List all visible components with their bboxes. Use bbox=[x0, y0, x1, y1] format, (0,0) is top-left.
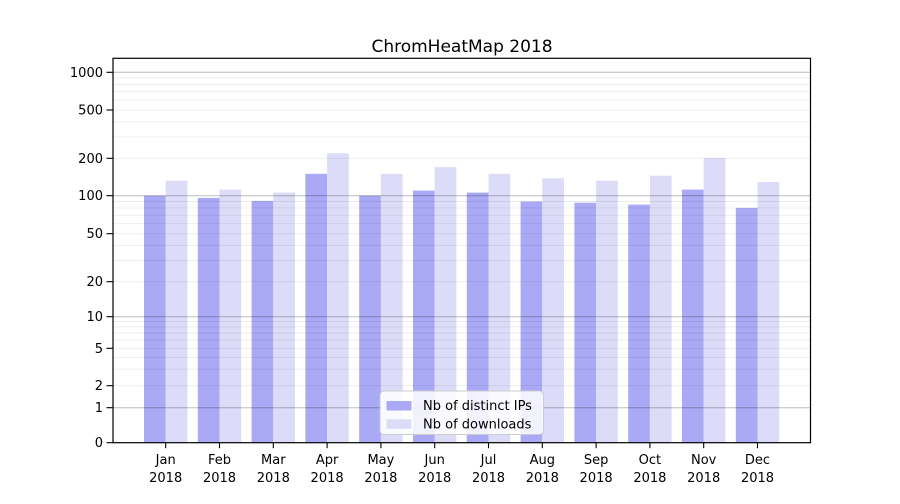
bar-nb-of-downloads-mar bbox=[273, 192, 295, 443]
bar-nb-of-distinct-ips-feb bbox=[197, 197, 220, 443]
y-tick-label-1000: 1000 bbox=[70, 66, 103, 81]
x-tick-year-dec: 2018 bbox=[741, 471, 774, 486]
bar-nb-of-downloads-sep bbox=[596, 180, 618, 443]
bars-layer bbox=[144, 153, 780, 443]
x-tick-year-jul: 2018 bbox=[472, 471, 505, 486]
x-tick-label-aug: Aug bbox=[530, 453, 555, 468]
bar-nb-of-distinct-ips-oct bbox=[628, 204, 650, 443]
y-tick-label-2: 2 bbox=[95, 379, 103, 394]
y-tick-label-5: 5 bbox=[95, 342, 103, 357]
bar-nb-of-downloads-jul bbox=[488, 173, 511, 443]
bar-nb-of-downloads-apr bbox=[327, 153, 349, 443]
bar-nb-of-downloads-aug bbox=[542, 178, 564, 443]
y-tick-label-50: 50 bbox=[86, 227, 103, 242]
bar-nb-of-downloads-dec bbox=[757, 182, 780, 443]
x-tick-label-may: May bbox=[367, 453, 394, 468]
legend-swatch-distinct-ips bbox=[386, 401, 412, 411]
plot-border bbox=[112, 57, 812, 444]
x-tick-label-jan: Jan bbox=[155, 453, 176, 468]
bar-nb-of-distinct-ips-jan bbox=[144, 195, 166, 443]
bar-nb-of-downloads-jan bbox=[165, 180, 188, 443]
x-tick-label-nov: Nov bbox=[691, 453, 717, 468]
x-tick-year-apr: 2018 bbox=[311, 471, 344, 486]
bar-nb-of-distinct-ips-apr bbox=[305, 173, 328, 443]
bar-nb-of-downloads-jun bbox=[434, 167, 457, 443]
x-tick-label-mar: Mar bbox=[261, 453, 286, 468]
bar-nb-of-distinct-ips-jun bbox=[413, 190, 435, 443]
y-tick-label-10: 10 bbox=[86, 310, 103, 325]
bar-nb-of-downloads-may bbox=[380, 173, 403, 443]
y-tick-label-200: 200 bbox=[78, 152, 103, 167]
x-tick-year-aug: 2018 bbox=[526, 471, 559, 486]
x-tick-year-jan: 2018 bbox=[149, 471, 182, 486]
bar-nb-of-downloads-oct bbox=[649, 175, 672, 443]
x-tick-year-may: 2018 bbox=[364, 471, 397, 486]
x-tick-label-dec: Dec bbox=[745, 453, 770, 468]
bar-nb-of-downloads-feb bbox=[219, 189, 242, 443]
bar-nb-of-distinct-ips-mar bbox=[251, 200, 274, 443]
x-tick-year-nov: 2018 bbox=[687, 471, 720, 486]
y-tick-label-1: 1 bbox=[95, 401, 103, 416]
x-tick-label-apr: Apr bbox=[316, 453, 339, 468]
x-tick-label-feb: Feb bbox=[208, 453, 231, 468]
x-tick-year-oct: 2018 bbox=[633, 471, 666, 486]
legend-label-downloads: Nb of downloads bbox=[423, 417, 532, 432]
minor-gridlines bbox=[113, 77, 811, 387]
x-tick-label-jun: Jun bbox=[424, 453, 445, 468]
bar-nb-of-distinct-ips-jul bbox=[466, 192, 489, 443]
bar-nb-of-distinct-ips-sep bbox=[574, 202, 597, 443]
x-tick-label-oct: Oct bbox=[639, 453, 661, 468]
tick-labels: 0 1 2 5 10 20 50 100 200 500 1000 Jan 2018 Feb 2018 Mar… bbox=[70, 66, 774, 486]
chart-title: ChromHeatMap 2018 bbox=[371, 37, 552, 57]
x-tick-label-sep: Sep bbox=[584, 453, 609, 468]
bar-nb-of-downloads-nov bbox=[703, 157, 726, 443]
legend: Nb of distinct IPs Nb of downloads bbox=[379, 390, 544, 435]
x-tick-year-mar: 2018 bbox=[257, 471, 290, 486]
x-tick-label-jul: Jul bbox=[480, 453, 497, 468]
legend-label-distinct-ips: Nb of distinct IPs bbox=[423, 399, 532, 414]
x-tick-year-jun: 2018 bbox=[418, 471, 451, 486]
bar-nb-of-distinct-ips-aug bbox=[520, 201, 543, 443]
tick-marks bbox=[106, 71, 759, 449]
bar-nb-of-distinct-ips-may bbox=[359, 195, 381, 443]
y-tick-label-500: 500 bbox=[78, 104, 103, 119]
legend-box bbox=[379, 390, 544, 435]
bar-nb-of-distinct-ips-nov bbox=[682, 189, 704, 443]
x-tick-year-feb: 2018 bbox=[203, 471, 236, 486]
legend-swatch-downloads bbox=[386, 419, 412, 429]
y-tick-label-20: 20 bbox=[86, 275, 103, 290]
y-tick-label-100: 100 bbox=[78, 189, 103, 204]
bar-nb-of-distinct-ips-dec bbox=[735, 207, 758, 443]
y-tick-label-0: 0 bbox=[95, 436, 103, 451]
x-tick-year-sep: 2018 bbox=[580, 471, 613, 486]
